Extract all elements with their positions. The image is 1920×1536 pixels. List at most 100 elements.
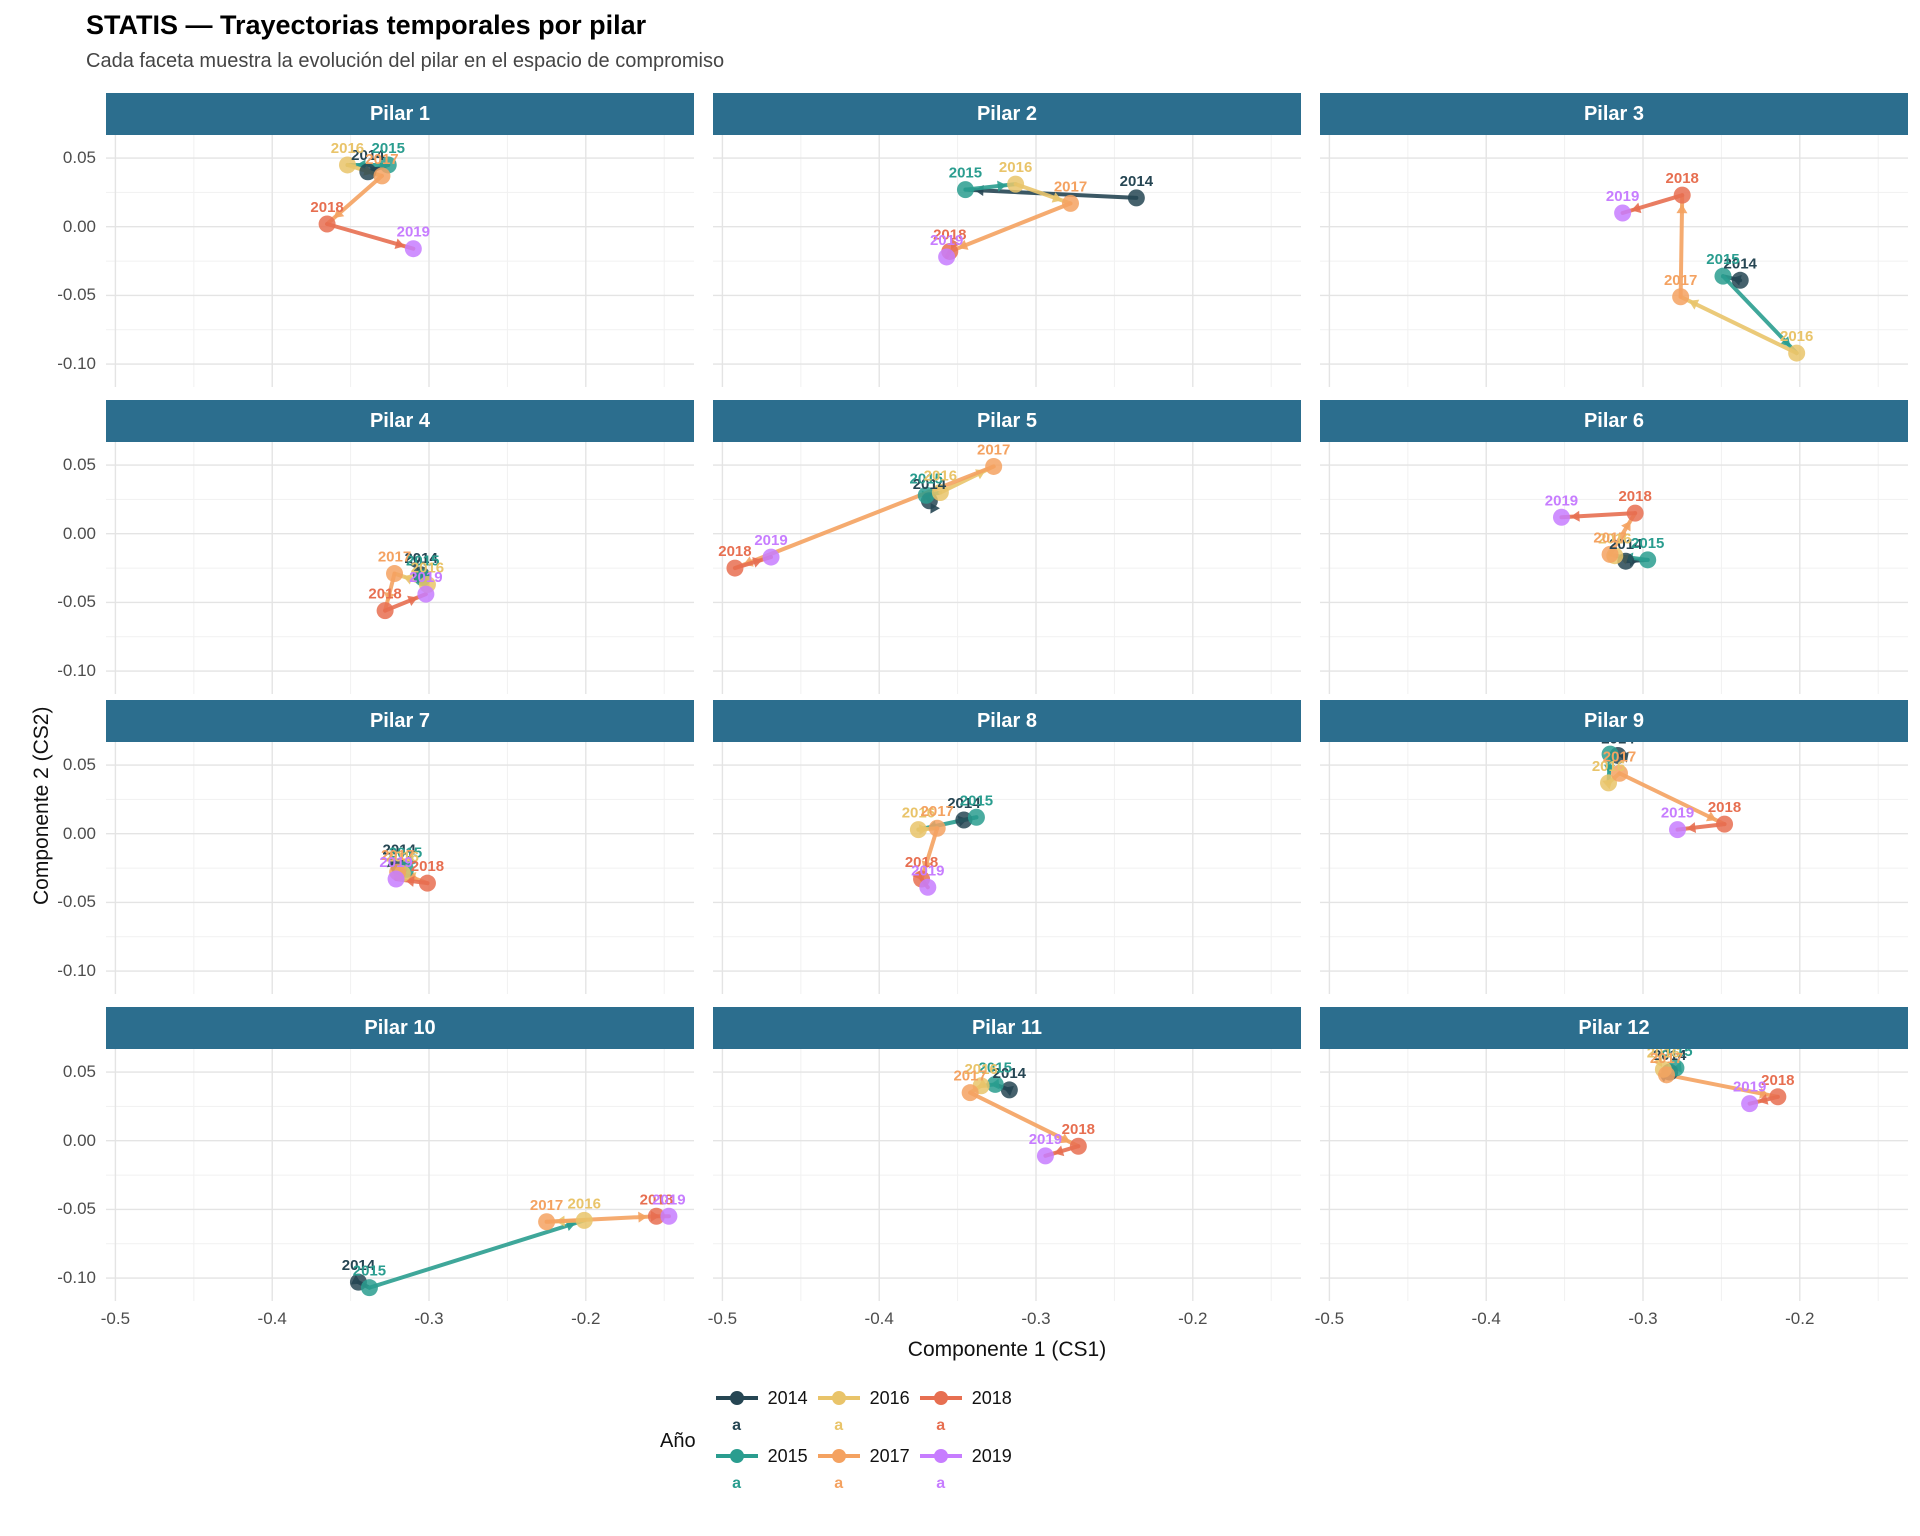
trajectory-arrowhead-2017 [333, 207, 345, 219]
point-label-2019: 2019 [930, 232, 963, 249]
trajectory-arrowhead-2014 [409, 559, 419, 570]
y-axis-tick-label: 0.00 [62, 523, 96, 543]
trajectory-arrowhead-2017 [921, 860, 933, 871]
facet-strip-label: Pilar 6 [1320, 400, 1908, 442]
trajectory-arrowhead-2015 [997, 180, 1007, 192]
facet-strip-label: Pilar 4 [106, 400, 694, 442]
trajectory-segment-2016 [1678, 294, 1799, 356]
point-label-2019: 2019 [754, 532, 787, 549]
legend-column: 2014 a 2015 a [714, 1383, 808, 1499]
point-label-2014: 2014 [947, 795, 981, 812]
point-label-2017: 2017 [1664, 272, 1697, 289]
trajectory-arrowhead-2018 [1631, 202, 1642, 214]
point-label-2016: 2016 [999, 159, 1032, 176]
trajectory-arrowhead-2018 [394, 238, 405, 250]
point-label-2014: 2014 [404, 550, 438, 567]
y-axis-tick-label: -0.05 [57, 892, 96, 912]
data-point-2015 [1714, 267, 1732, 285]
trajectory-arrowhead-2017 [638, 1211, 648, 1223]
point-label-2019: 2019 [652, 1191, 685, 1208]
legend-marker-icon [715, 1449, 758, 1463]
facet-strip-label: Pilar 10 [106, 1007, 694, 1049]
x-axis-tick-label: -0.4 [1471, 1309, 1501, 1328]
legend-item-2018: 2018 a [918, 1383, 1012, 1439]
data-point-2017 [1610, 764, 1628, 782]
legend-item-2017: 2017 a [816, 1441, 910, 1497]
trajectory-segment-2015 [367, 1218, 587, 1290]
y-axis-tick-label: -0.10 [57, 1268, 96, 1288]
point-label-2016: 2016 [1598, 531, 1631, 548]
legend-marker-icon [817, 1449, 860, 1463]
point-label-2014: 2014 [383, 842, 417, 859]
point-label-2014: 2014 [913, 476, 947, 493]
trajectory-segment-2017 [947, 201, 1073, 254]
point-label-2016: 2016 [568, 1195, 601, 1212]
point-label-2015: 2015 [1659, 1049, 1692, 1060]
x-axis-tick-label: -0.2 [1178, 1309, 1208, 1328]
point-label-2014: 2014 [1601, 742, 1635, 747]
data-point-2017 [386, 565, 404, 583]
facet-pilar-8: Pilar 8 2014 2015 2016 2017 2018 2019 [713, 700, 1301, 994]
facet-strip-label: Pilar 7 [106, 700, 694, 742]
point-label-2018: 2018 [1708, 799, 1741, 816]
data-point-2017 [985, 457, 1003, 475]
data-point-2019 [1669, 821, 1687, 839]
point-label-2014: 2014 [1120, 173, 1154, 190]
legend-dot [933, 1391, 948, 1405]
facet-pilar-4: Pilar 4 2014 2015 2016 2017 2018 2019 [106, 400, 694, 694]
trajectory-arrowhead-2016 [1688, 299, 1700, 310]
data-point-2017 [1062, 194, 1080, 212]
data-point-2016 [1788, 344, 1806, 362]
y-axis-tick-label: 0.05 [62, 455, 96, 475]
point-label-2017: 2017 [381, 847, 414, 864]
trajectory-arrowhead-2017 [1621, 520, 1631, 532]
data-point-2014 [1731, 271, 1749, 289]
trajectory-segment-2017 [1664, 1072, 1780, 1099]
point-label-2015: 2015 [1593, 742, 1626, 746]
facet-pilar-7: Pilar 7 2014 2015 2016 2017 2018 2019 [106, 700, 694, 994]
point-label-2019: 2019 [409, 569, 442, 586]
point-label-2017: 2017 [1650, 1050, 1683, 1067]
legend-dot [831, 1391, 846, 1405]
legend-key-2017: 2017 [816, 1441, 910, 1471]
point-label-2015: 2015 [389, 844, 422, 861]
x-axis-tick-label: -0.3 [414, 1309, 444, 1328]
chart-title: STATIS — Trayectorias temporales por pil… [86, 10, 647, 40]
data-point-2017 [373, 167, 391, 185]
legend-text-glyph: a [732, 1417, 742, 1434]
legend-column: 2018 a 2019 a [918, 1383, 1012, 1499]
point-label-2018: 2018 [1761, 1072, 1794, 1089]
point-label-2016: 2016 [386, 849, 419, 866]
legend-item-2019: 2019 a [918, 1441, 1012, 1497]
point-label-2016: 2016 [964, 1061, 997, 1078]
point-label-2014: 2014 [342, 1257, 376, 1274]
x-axis-tick-label: -0.4 [864, 1309, 894, 1328]
y-axis-tick-label: -0.10 [57, 661, 96, 681]
trajectory-segment-2014 [963, 187, 1139, 200]
trajectory-arrowhead-2015 [565, 1220, 576, 1232]
legend-key-2016: 2016 [816, 1383, 910, 1413]
facet-pilar-3: Pilar 3 2014 2015 2016 2017 2018 2019 [1320, 93, 1908, 387]
data-point-2018 [726, 559, 744, 577]
point-label-2018: 2018 [1666, 170, 1699, 187]
data-point-2019 [417, 585, 435, 603]
point-label-2017: 2017 [378, 549, 411, 566]
point-label-2017: 2017 [365, 151, 398, 168]
legend-key-2018: 2018 [918, 1383, 1012, 1413]
data-point-2015 [986, 1075, 1004, 1093]
facet-pilar-1: Pilar 1 2014 2015 2016 2017 2018 2019 [106, 93, 694, 387]
point-label-2019: 2019 [1606, 188, 1639, 205]
x-axis-tick-label: -0.5 [707, 1309, 738, 1328]
legend-label: 2018 [971, 1387, 1012, 1408]
